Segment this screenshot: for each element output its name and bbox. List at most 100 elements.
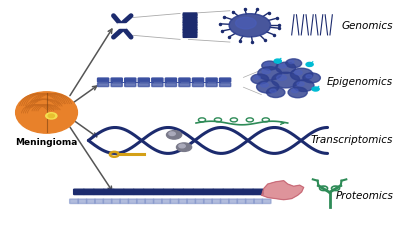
FancyBboxPatch shape — [183, 13, 197, 15]
FancyBboxPatch shape — [134, 189, 144, 195]
Circle shape — [274, 59, 281, 63]
FancyBboxPatch shape — [173, 189, 184, 195]
Ellipse shape — [16, 92, 78, 133]
Circle shape — [266, 87, 285, 97]
FancyBboxPatch shape — [206, 78, 217, 82]
FancyBboxPatch shape — [229, 199, 238, 203]
FancyBboxPatch shape — [223, 189, 234, 195]
Circle shape — [264, 63, 270, 66]
FancyBboxPatch shape — [183, 15, 197, 18]
Circle shape — [303, 73, 320, 83]
FancyBboxPatch shape — [183, 28, 197, 30]
FancyBboxPatch shape — [103, 199, 112, 203]
Text: Transcriptomics: Transcriptomics — [311, 135, 393, 145]
FancyBboxPatch shape — [262, 199, 271, 203]
FancyBboxPatch shape — [253, 189, 263, 195]
FancyBboxPatch shape — [183, 189, 194, 195]
FancyBboxPatch shape — [183, 25, 197, 27]
Circle shape — [306, 75, 312, 78]
Text: Meningioma: Meningioma — [15, 138, 78, 147]
FancyBboxPatch shape — [84, 189, 94, 195]
FancyBboxPatch shape — [203, 189, 214, 195]
FancyBboxPatch shape — [183, 20, 197, 22]
Circle shape — [258, 67, 282, 80]
FancyBboxPatch shape — [254, 199, 262, 203]
FancyBboxPatch shape — [233, 189, 244, 195]
FancyBboxPatch shape — [220, 199, 229, 203]
Circle shape — [254, 76, 260, 79]
Circle shape — [312, 87, 319, 91]
Circle shape — [306, 62, 313, 66]
Circle shape — [272, 72, 300, 88]
Text: Proteomics: Proteomics — [336, 191, 393, 201]
Circle shape — [293, 80, 314, 92]
FancyBboxPatch shape — [220, 78, 231, 82]
FancyBboxPatch shape — [187, 199, 196, 203]
Circle shape — [292, 89, 298, 93]
Circle shape — [277, 75, 286, 81]
Circle shape — [179, 144, 185, 148]
FancyBboxPatch shape — [183, 35, 197, 37]
FancyBboxPatch shape — [220, 83, 231, 87]
FancyBboxPatch shape — [192, 83, 204, 87]
FancyBboxPatch shape — [183, 22, 197, 25]
FancyBboxPatch shape — [206, 83, 217, 87]
FancyBboxPatch shape — [243, 189, 254, 195]
FancyBboxPatch shape — [98, 83, 109, 87]
FancyBboxPatch shape — [137, 199, 145, 203]
Circle shape — [286, 59, 302, 68]
FancyBboxPatch shape — [193, 189, 204, 195]
FancyBboxPatch shape — [95, 199, 104, 203]
FancyBboxPatch shape — [112, 199, 120, 203]
FancyBboxPatch shape — [145, 199, 154, 203]
Circle shape — [251, 74, 268, 84]
Circle shape — [166, 130, 182, 139]
Circle shape — [260, 83, 268, 87]
FancyBboxPatch shape — [152, 83, 163, 87]
Circle shape — [262, 69, 270, 74]
FancyBboxPatch shape — [153, 189, 164, 195]
FancyBboxPatch shape — [179, 83, 190, 87]
Circle shape — [290, 68, 313, 81]
Circle shape — [297, 82, 304, 86]
FancyBboxPatch shape — [138, 78, 149, 82]
FancyBboxPatch shape — [143, 189, 154, 195]
FancyBboxPatch shape — [114, 189, 124, 195]
FancyBboxPatch shape — [192, 78, 204, 82]
Circle shape — [288, 60, 294, 63]
FancyBboxPatch shape — [153, 199, 162, 203]
Circle shape — [294, 70, 302, 75]
FancyBboxPatch shape — [124, 189, 134, 195]
FancyBboxPatch shape — [74, 189, 84, 195]
FancyBboxPatch shape — [179, 78, 190, 82]
FancyBboxPatch shape — [195, 199, 204, 203]
FancyBboxPatch shape — [178, 199, 187, 203]
FancyBboxPatch shape — [152, 78, 163, 82]
FancyBboxPatch shape — [165, 78, 176, 82]
Circle shape — [48, 114, 54, 118]
FancyBboxPatch shape — [183, 29, 197, 32]
Circle shape — [279, 64, 286, 68]
FancyBboxPatch shape — [125, 83, 136, 87]
FancyBboxPatch shape — [86, 199, 95, 203]
FancyBboxPatch shape — [165, 83, 176, 87]
FancyBboxPatch shape — [138, 83, 149, 87]
FancyBboxPatch shape — [163, 189, 174, 195]
FancyBboxPatch shape — [120, 199, 129, 203]
Circle shape — [262, 61, 278, 70]
FancyBboxPatch shape — [162, 199, 170, 203]
FancyBboxPatch shape — [111, 78, 122, 82]
Circle shape — [169, 132, 175, 135]
FancyBboxPatch shape — [237, 199, 246, 203]
Circle shape — [270, 89, 276, 93]
FancyBboxPatch shape — [70, 199, 78, 203]
FancyBboxPatch shape — [183, 18, 197, 20]
FancyBboxPatch shape — [98, 78, 109, 82]
FancyBboxPatch shape — [125, 78, 136, 82]
Circle shape — [276, 62, 296, 73]
Text: Epigenomics: Epigenomics — [327, 77, 393, 87]
FancyBboxPatch shape — [94, 189, 104, 195]
FancyBboxPatch shape — [246, 199, 254, 203]
FancyBboxPatch shape — [78, 199, 87, 203]
Circle shape — [229, 14, 270, 37]
